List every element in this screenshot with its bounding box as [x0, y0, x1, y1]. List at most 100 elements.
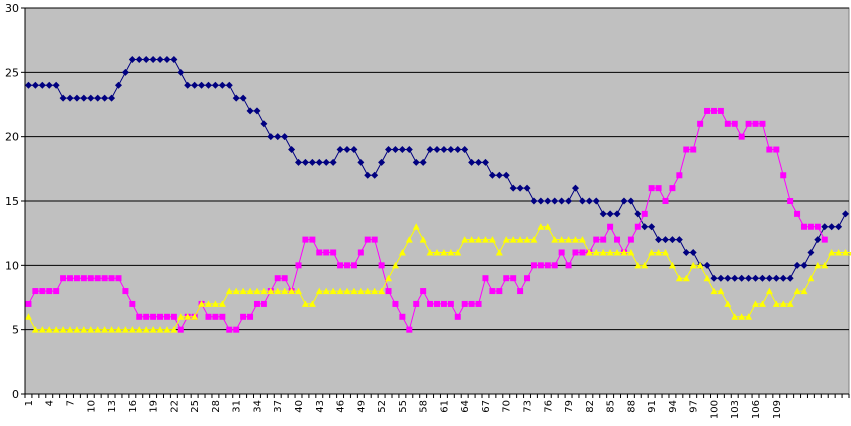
series-1-point — [648, 223, 656, 231]
series-3-point — [391, 261, 399, 269]
series-3-point — [177, 313, 185, 320]
series-2-point — [337, 262, 344, 269]
series-2-point — [143, 313, 150, 320]
series-3-point — [835, 248, 843, 256]
series-3-point — [627, 248, 635, 256]
series-2-point — [780, 172, 787, 179]
series-1-point — [731, 274, 739, 282]
series-1-point — [385, 146, 393, 154]
series-3-point — [662, 248, 670, 256]
series-1-point — [703, 261, 711, 269]
series-2-point — [274, 275, 281, 282]
series-3-point — [738, 313, 746, 320]
series-3-point — [274, 287, 282, 295]
x-tick-label: 88 — [626, 400, 637, 413]
series-3-point — [648, 248, 656, 256]
series-3-point — [135, 326, 143, 333]
series-3-point — [765, 287, 773, 295]
series-3-point — [592, 248, 600, 256]
series-2-point — [385, 288, 392, 295]
series-1-point — [807, 248, 815, 256]
series-1-point — [121, 68, 129, 76]
series-3-point — [281, 287, 289, 295]
series-2-point — [773, 146, 780, 153]
series-2-point — [80, 275, 87, 282]
series-1-point — [315, 158, 323, 166]
series-3-point — [481, 236, 489, 243]
series-2-point — [219, 313, 226, 320]
series-1-point — [627, 197, 635, 205]
series-2-point — [600, 236, 607, 243]
series-2-point — [101, 275, 108, 282]
series-1-point — [108, 94, 116, 102]
series-1-point — [419, 158, 427, 166]
series-2-point — [447, 300, 454, 307]
x-tick-label: 13 — [107, 400, 118, 413]
x-tick-label: 70 — [502, 400, 513, 413]
series-3-point — [558, 236, 566, 243]
series-1-point — [73, 94, 81, 102]
series-1-point — [495, 171, 503, 179]
series-1-point — [668, 236, 676, 244]
x-tick-label: 34 — [252, 400, 263, 413]
x-tick-label: 28 — [211, 400, 222, 413]
series-1-point — [662, 236, 670, 244]
x-tick-label: 22 — [169, 400, 180, 413]
series-2-point — [641, 210, 648, 217]
series-1-point — [198, 81, 206, 89]
series-3-point — [378, 287, 386, 295]
series-2-point — [157, 313, 164, 320]
series-3-point — [87, 326, 95, 333]
series-3-point — [488, 236, 496, 243]
series-3-point — [385, 274, 393, 282]
series-3-point — [260, 287, 268, 295]
series-2-point — [87, 275, 94, 282]
series-3-point — [108, 326, 116, 333]
series-1-point — [447, 146, 455, 154]
series-3-point — [454, 248, 462, 256]
series-2-point — [524, 275, 531, 282]
series-3-point — [426, 248, 434, 256]
series-3-point — [73, 326, 81, 333]
series-1-point — [509, 184, 517, 192]
series-1-point — [225, 81, 233, 89]
series-3-point — [440, 248, 448, 256]
series-2-point — [669, 185, 676, 192]
series-2-point — [496, 288, 503, 295]
x-tick-label: 97 — [689, 400, 700, 413]
series-2-point — [233, 326, 240, 333]
series-1-point — [80, 94, 88, 102]
series-3-point — [696, 261, 704, 269]
series-1-point — [655, 236, 663, 244]
series-3-point — [45, 326, 53, 333]
series-1-point — [613, 210, 621, 218]
series-1-point — [308, 158, 316, 166]
series-3-point — [170, 326, 178, 333]
x-tick-label: 103 — [730, 400, 741, 419]
series-2 — [25, 107, 828, 333]
series-3-point — [128, 326, 136, 333]
series-2-point — [787, 198, 794, 204]
series-3-point — [710, 287, 718, 295]
series-2-point — [655, 185, 662, 192]
series-3-point — [752, 300, 760, 307]
x-tick-label: 4 — [45, 400, 56, 406]
series-1-point — [606, 210, 614, 218]
series-2-point — [205, 313, 212, 320]
series-2-point — [260, 300, 267, 307]
series-1-point — [537, 197, 545, 205]
series-3-point — [24, 313, 32, 320]
series-2-point — [115, 275, 122, 282]
series-3-point — [613, 248, 621, 256]
series-1-point — [710, 274, 718, 282]
series-3-point — [329, 287, 337, 295]
series-2-point — [32, 288, 39, 295]
series-3-point — [163, 326, 171, 333]
series-1-point — [59, 94, 67, 102]
series-2-point — [634, 223, 641, 230]
series-2-point — [73, 275, 80, 282]
series-2-point — [253, 300, 260, 307]
series-1-point — [571, 184, 579, 192]
series-3-point — [94, 326, 102, 333]
x-tick-label: 94 — [668, 400, 679, 413]
